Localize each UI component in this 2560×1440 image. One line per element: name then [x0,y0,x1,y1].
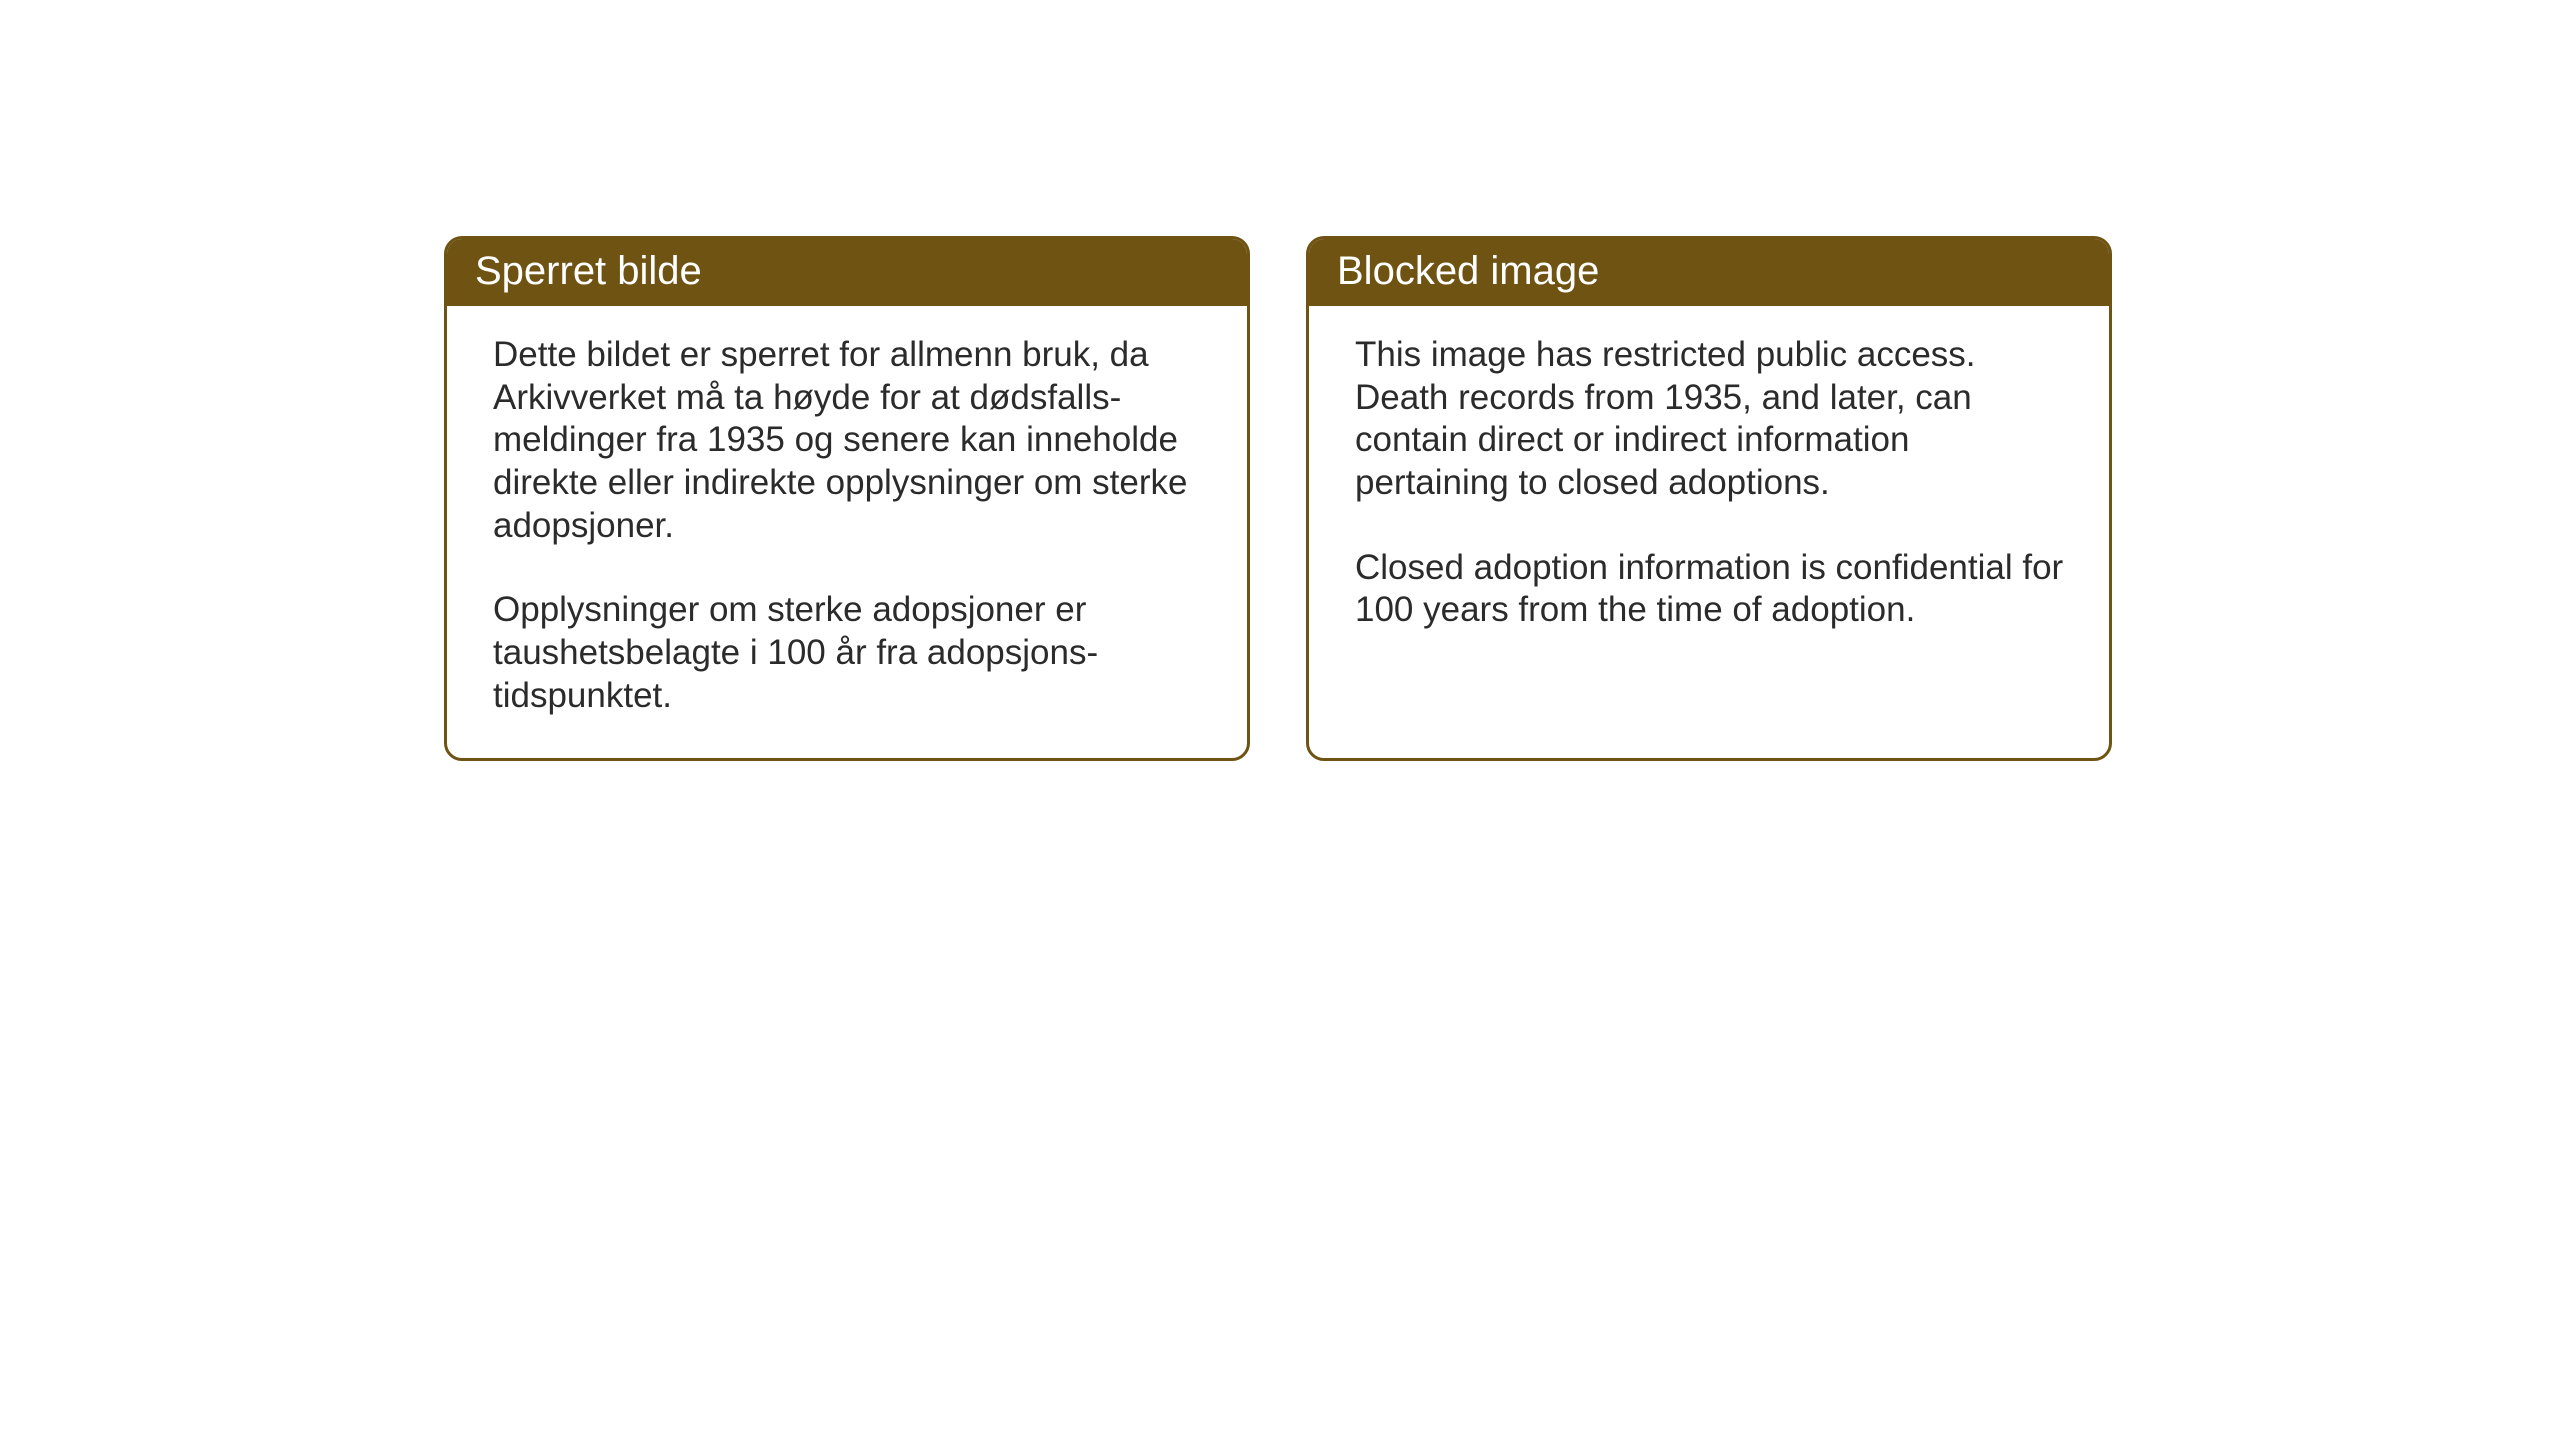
card-title-norwegian: Sperret bilde [475,249,702,293]
card-header-norwegian: Sperret bilde [447,239,1247,306]
card-paragraph-1: This image has restricted public access.… [1355,334,2069,505]
card-paragraph-1: Dette bildet er sperret for allmenn bruk… [493,334,1207,547]
card-norwegian: Sperret bilde Dette bildet er sperret fo… [444,236,1250,761]
card-title-english: Blocked image [1337,249,1599,293]
card-header-english: Blocked image [1309,239,2109,306]
card-body-english: This image has restricted public access.… [1309,306,2109,672]
card-paragraph-2: Closed adoption information is confident… [1355,547,2069,632]
cards-container: Sperret bilde Dette bildet er sperret fo… [444,236,2112,761]
card-body-norwegian: Dette bildet er sperret for allmenn bruk… [447,306,1247,758]
card-paragraph-2: Opplysninger om sterke adopsjoner er tau… [493,589,1207,717]
card-english: Blocked image This image has restricted … [1306,236,2112,761]
